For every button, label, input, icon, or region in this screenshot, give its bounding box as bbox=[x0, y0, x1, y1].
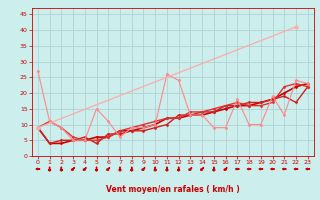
X-axis label: Vent moyen/en rafales ( km/h ): Vent moyen/en rafales ( km/h ) bbox=[106, 185, 240, 194]
